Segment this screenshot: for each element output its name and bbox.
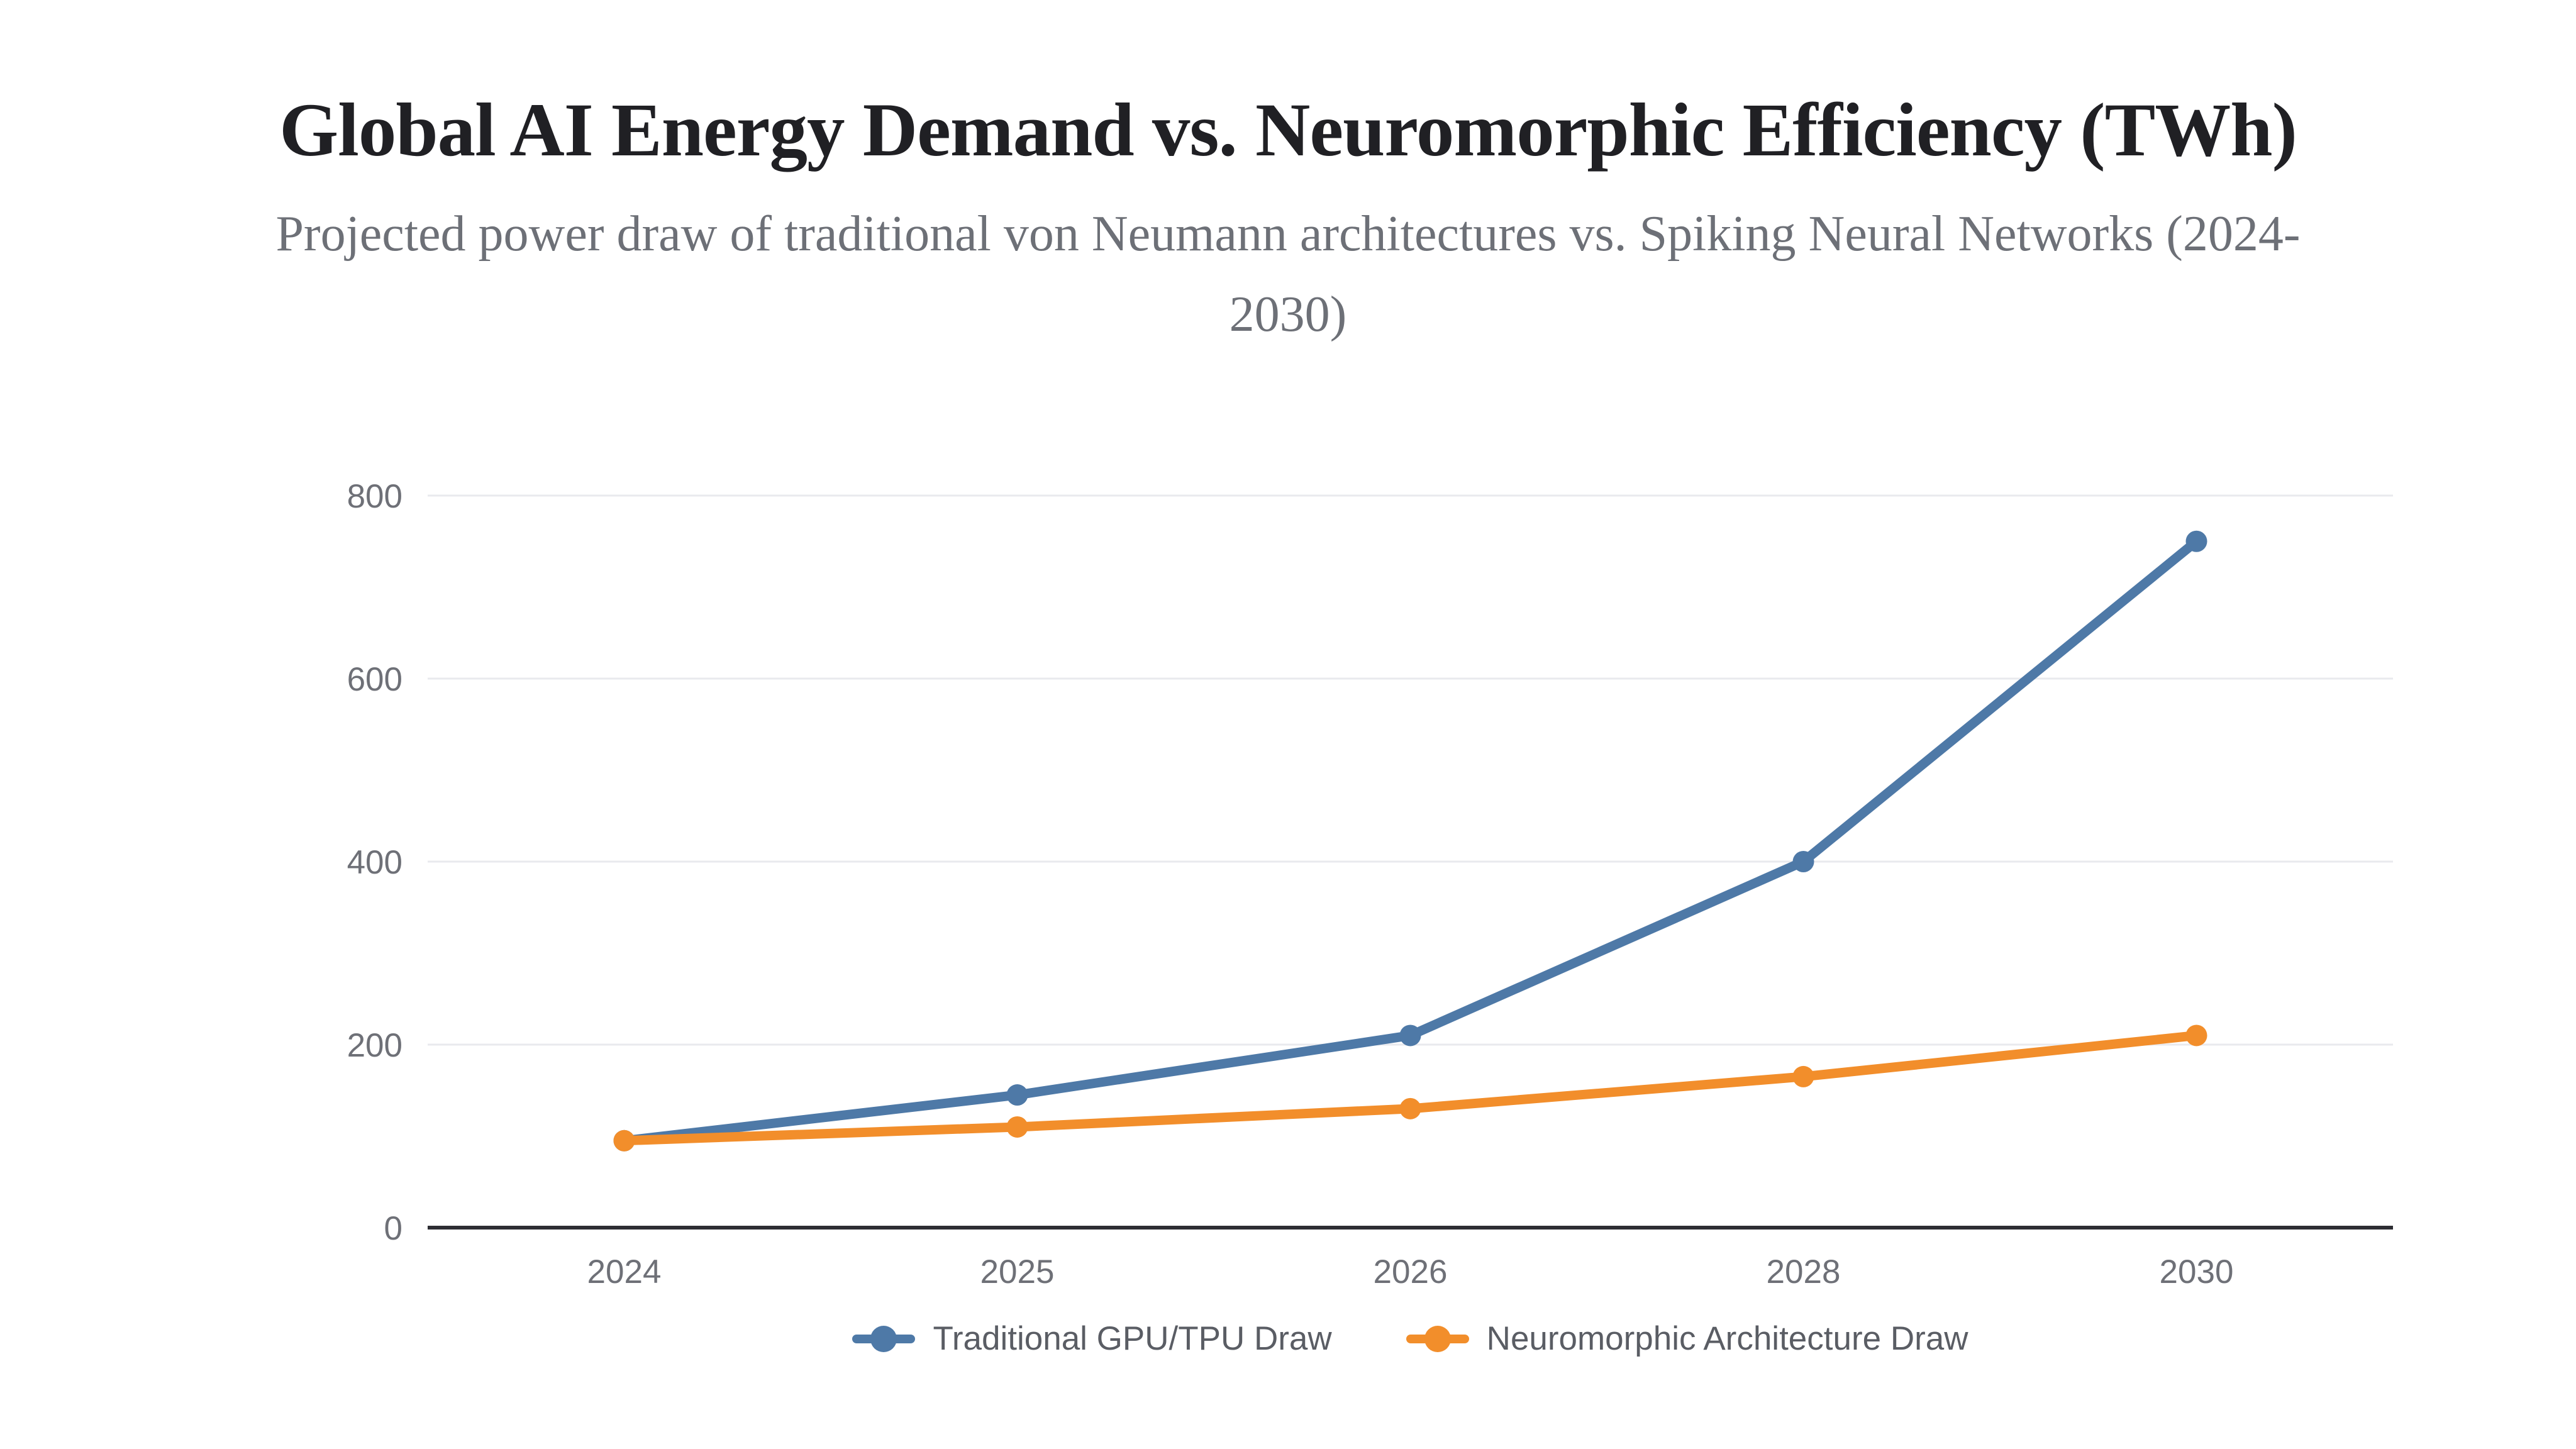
y-tick-label: 800 bbox=[347, 478, 402, 515]
x-tick-label: 2026 bbox=[1374, 1253, 1448, 1291]
y-tick-label: 200 bbox=[347, 1027, 402, 1064]
chart-subtitle-line1: Projected power draw of traditional von … bbox=[275, 206, 2301, 262]
series-line[interactable] bbox=[619, 536, 2201, 1146]
chart-subtitle: Projected power draw of traditional von … bbox=[0, 194, 2576, 355]
x-tick-label: 2024 bbox=[587, 1253, 662, 1291]
legend-item-neuromorphic[interactable]: Neuromorphic Architecture Draw bbox=[1406, 1319, 1968, 1358]
line-dot-legend-icon bbox=[852, 1324, 916, 1353]
x-tick-label: 2025 bbox=[980, 1253, 1055, 1291]
legend-label: Neuromorphic Architecture Draw bbox=[1486, 1320, 1968, 1357]
y-tick-label: 0 bbox=[384, 1210, 402, 1247]
x-tick-label: 2030 bbox=[2160, 1253, 2234, 1291]
data-point[interactable] bbox=[2185, 530, 2207, 552]
legend-dot-swatch bbox=[1424, 1325, 1451, 1352]
chart-title: Global AI Energy Demand vs. Neuromorphic… bbox=[279, 88, 2297, 172]
legend-label: Traditional GPU/TPU Draw bbox=[933, 1320, 1332, 1357]
data-point[interactable] bbox=[1006, 1084, 1028, 1106]
legend-dot-swatch bbox=[870, 1325, 897, 1352]
data-point[interactable] bbox=[1792, 1065, 1814, 1087]
data-point[interactable] bbox=[1792, 851, 1814, 872]
series-line[interactable] bbox=[619, 1030, 2201, 1146]
x-tick-label: 2028 bbox=[1767, 1253, 1841, 1291]
data-point[interactable] bbox=[1006, 1116, 1028, 1138]
data-point[interactable] bbox=[1399, 1024, 1421, 1046]
legend-item-traditional-gpu-tpu[interactable]: Traditional GPU/TPU Draw bbox=[852, 1319, 1332, 1358]
chart-legend: Traditional GPU/TPU Draw Neuromorphic Ar… bbox=[428, 1319, 2393, 1358]
data-point[interactable] bbox=[2185, 1024, 2207, 1046]
chart-subtitle-line2: 2030) bbox=[1229, 287, 1347, 342]
y-tick-label: 400 bbox=[347, 844, 402, 881]
y-tick-label: 600 bbox=[347, 661, 402, 698]
line-dot-legend-icon bbox=[1406, 1324, 1469, 1353]
data-point[interactable] bbox=[613, 1130, 635, 1152]
data-point[interactable] bbox=[1399, 1097, 1421, 1119]
